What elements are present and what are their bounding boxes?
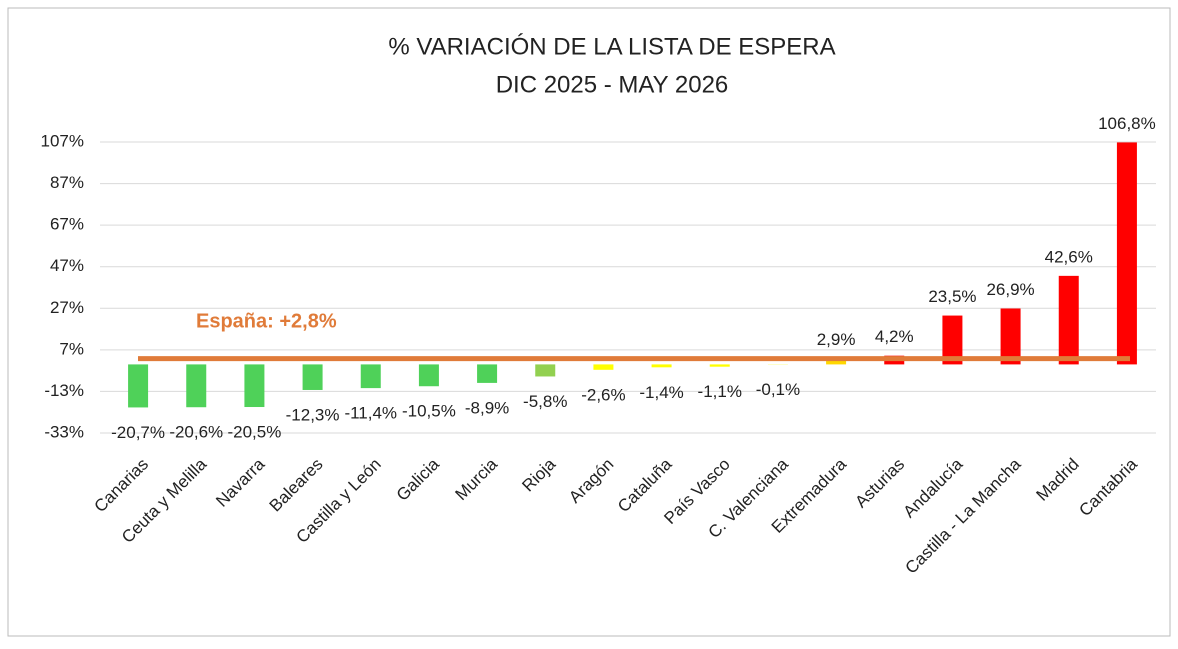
bar [244,364,264,407]
data-label: -2,6% [581,385,625,404]
y-tick-label: 87% [50,173,84,192]
bar [1001,308,1021,364]
bar [477,364,497,382]
bar [419,364,439,386]
data-label: -20,7% [111,423,165,442]
data-label: -0,1% [756,380,800,399]
chart-subtitle: DIC 2025 - MAY 2026 [496,71,729,98]
bar [186,364,206,407]
data-label: -8,9% [465,398,509,417]
data-label: -12,3% [286,405,340,424]
data-label: 4,2% [875,327,914,346]
bar [361,364,381,388]
bar [652,364,672,367]
data-label: 42,6% [1045,247,1093,266]
data-label: 2,9% [817,330,856,349]
y-tick-label: -13% [44,381,84,400]
data-label: -20,5% [227,423,281,442]
y-tick-label: 107% [41,131,84,150]
y-tick-label: 27% [50,298,84,317]
chart-title: % VARIACIÓN DE LA LISTA DE ESPERA [388,33,835,60]
bar [1059,276,1079,365]
data-label: -20,6% [169,423,223,442]
data-label: 26,9% [986,280,1034,299]
bar [303,364,323,390]
reference-label: España: +2,8% [196,310,337,332]
data-label: -5,8% [523,392,567,411]
y-tick-label: 67% [50,215,84,234]
data-label: -1,4% [639,383,683,402]
data-label: -11,4% [344,404,397,423]
y-tick-label: -33% [44,422,84,441]
bar [593,364,613,369]
data-label: -1,1% [698,382,742,401]
data-label: 106,8% [1098,114,1156,133]
data-label: -10,5% [402,402,456,421]
bar [535,364,555,376]
bar [710,364,730,366]
y-tick-label: 47% [50,256,84,275]
data-label: 23,5% [928,287,976,306]
bar [128,364,148,407]
chart-border [8,8,1170,636]
y-tick-label: 7% [59,339,84,358]
bar [1117,142,1137,364]
